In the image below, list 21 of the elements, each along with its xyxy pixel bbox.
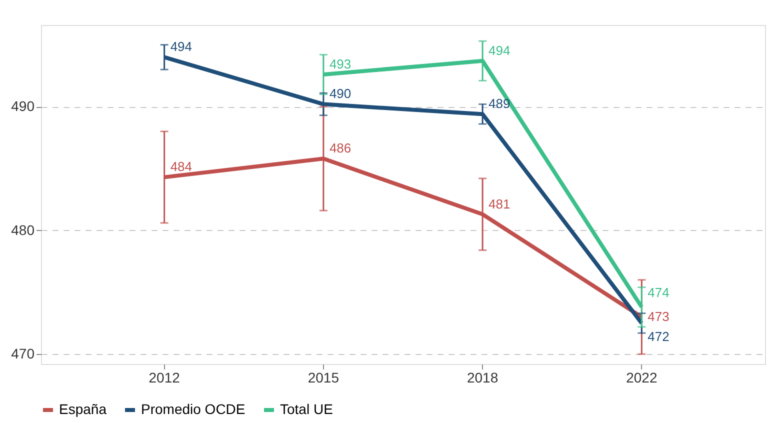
data-label: 494 xyxy=(170,39,192,54)
legend-label: España xyxy=(59,401,107,417)
data-label: 474 xyxy=(648,285,670,300)
data-label: 473 xyxy=(648,308,670,324)
data-label: 486 xyxy=(329,140,352,156)
x-tick-label: 2022 xyxy=(626,370,658,386)
data-label: 489 xyxy=(488,96,510,112)
x-tick-label: 2012 xyxy=(148,370,180,386)
x-tick-label: 2015 xyxy=(308,370,340,386)
data-label: 481 xyxy=(488,196,510,212)
y-tick-label: 470 xyxy=(11,346,35,362)
legend-label: Total UE xyxy=(280,401,333,417)
data-label: 472 xyxy=(648,329,670,344)
y-tick-label: 480 xyxy=(11,222,35,238)
data-label: 493 xyxy=(329,56,352,72)
data-label: 490 xyxy=(329,86,352,102)
data-label: 484 xyxy=(170,159,192,174)
legend-label: Promedio OCDE xyxy=(141,401,246,417)
x-tick-label: 2018 xyxy=(466,370,498,386)
data-label: 494 xyxy=(488,42,510,58)
y-tick-label: 490 xyxy=(11,98,35,114)
